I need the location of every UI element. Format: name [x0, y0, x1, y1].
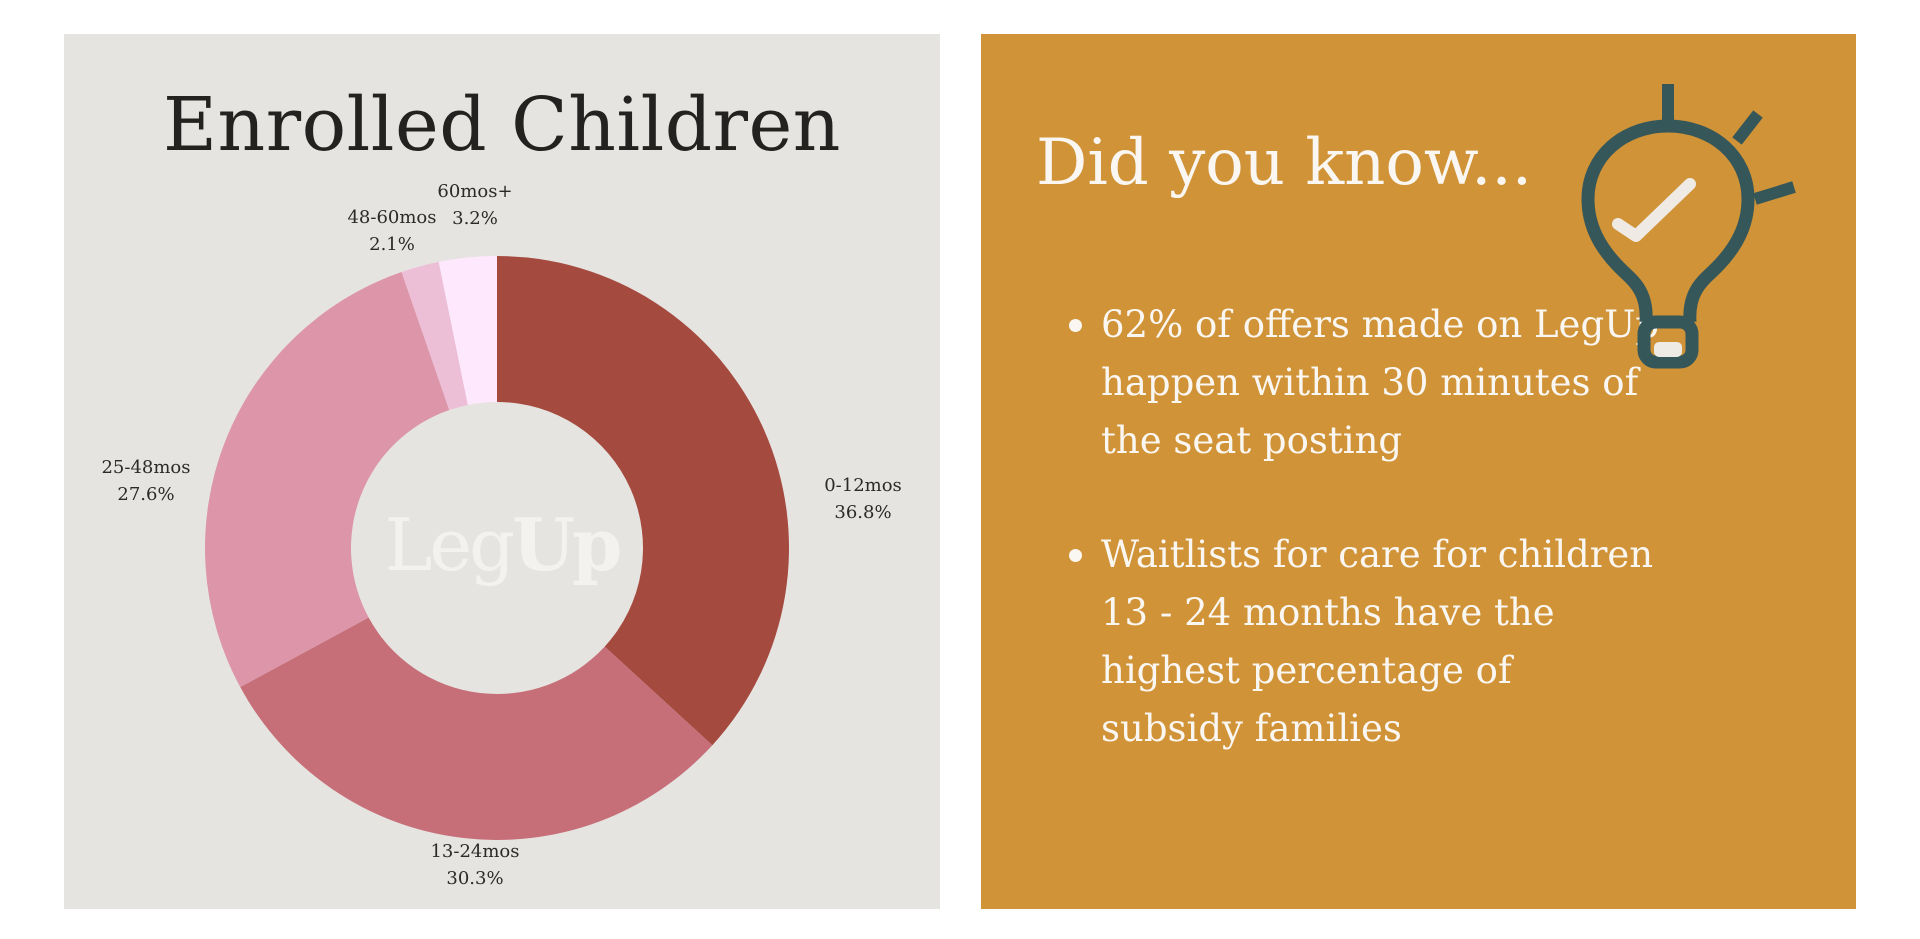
slice-48-60mos — [401, 261, 468, 411]
lightbulb-check-icon — [1581, 84, 1796, 369]
bullet-dot-icon — [1069, 319, 1082, 332]
fact-text: 62% of offers made on LegUp happen withi… — [1101, 303, 1659, 462]
legup-logo: LegUp — [384, 502, 623, 587]
slice-category-label: 48-60mos — [347, 207, 437, 228]
slice-label-60mos-plus: 60mos+ 3.2% — [437, 178, 512, 232]
info-title: Did you know... — [1036, 126, 1533, 200]
slice-category-label: 60mos+ — [437, 181, 513, 202]
slice-category-label: 25-48mos — [101, 457, 191, 478]
slice-0-12mos — [497, 256, 790, 746]
slice-value-label: 27.6% — [117, 484, 175, 505]
slice-value-label: 2.1% — [369, 234, 415, 255]
donut-chart — [204, 256, 790, 841]
slice-value-label: 36.8% — [834, 502, 892, 523]
fact-item: Waitlists for care for children 13 - 24 … — [1069, 526, 1661, 758]
fact-list: 62% of offers made on LegUp happen withi… — [1069, 296, 1661, 814]
chart-panel: Enrolled Children LegUp 0-12mos 36.8% 13… — [64, 34, 940, 909]
slice-category-label: 13-24mos — [430, 841, 520, 862]
slice-value-label: 30.3% — [446, 868, 504, 889]
slice-label-0-12mos: 0-12mos 36.8% — [824, 472, 902, 526]
fact-item: 62% of offers made on LegUp happen withi… — [1069, 296, 1661, 470]
bullet-dot-icon — [1069, 549, 1082, 562]
info-panel: Did you know... 62% of offers made on Le… — [981, 34, 1856, 909]
slice-value-label: 3.2% — [452, 208, 498, 229]
slice-60mos-plus — [438, 256, 497, 405]
fact-text: Waitlists for care for children 13 - 24 … — [1101, 533, 1654, 750]
slice-13-24mos — [240, 617, 713, 841]
chart-title: Enrolled Children — [163, 82, 841, 168]
slice-category-label: 0-12mos — [824, 475, 902, 496]
slice-label-13-24mos: 13-24mos 30.3% — [430, 838, 519, 892]
slice-label-48-60mos: 48-60mos 2.1% — [347, 204, 436, 258]
slice-25-48mos — [204, 272, 450, 688]
slice-label-25-48mos: 25-48mos 27.6% — [101, 454, 190, 508]
